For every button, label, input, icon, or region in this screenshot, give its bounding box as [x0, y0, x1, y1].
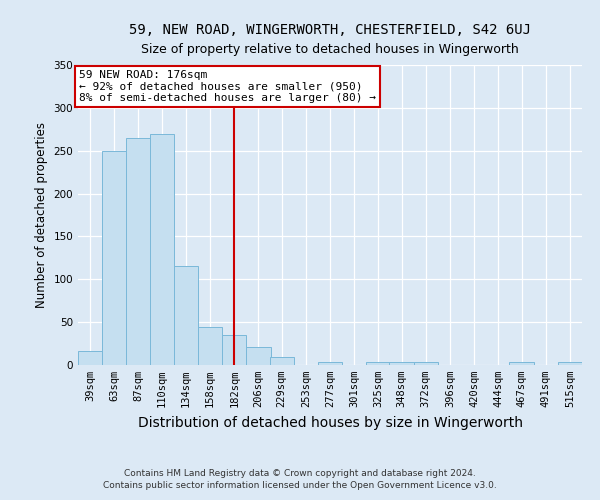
Bar	[269, 358, 294, 365]
Bar	[509, 362, 533, 365]
Y-axis label: Number of detached properties: Number of detached properties	[35, 122, 48, 308]
Bar	[389, 362, 413, 365]
Text: 59, NEW ROAD, WINGERWORTH, CHESTERFIELD, S42 6UJ: 59, NEW ROAD, WINGERWORTH, CHESTERFIELD,…	[129, 22, 531, 36]
X-axis label: Distribution of detached houses by size in Wingerworth: Distribution of detached houses by size …	[137, 416, 523, 430]
Text: Contains HM Land Registry data © Crown copyright and database right 2024.: Contains HM Land Registry data © Crown c…	[124, 468, 476, 477]
Bar	[198, 328, 222, 365]
Bar	[149, 134, 174, 365]
Bar	[318, 362, 342, 365]
Bar	[366, 362, 391, 365]
Text: Size of property relative to detached houses in Wingerworth: Size of property relative to detached ho…	[141, 42, 519, 56]
Bar	[127, 138, 151, 365]
Bar	[174, 266, 198, 365]
Text: Contains public sector information licensed under the Open Government Licence v3: Contains public sector information licen…	[103, 481, 497, 490]
Bar	[558, 362, 582, 365]
Bar	[413, 362, 438, 365]
Bar	[102, 150, 127, 365]
Bar	[222, 335, 247, 365]
Text: 59 NEW ROAD: 176sqm
← 92% of detached houses are smaller (950)
8% of semi-detach: 59 NEW ROAD: 176sqm ← 92% of detached ho…	[79, 70, 376, 103]
Bar	[247, 347, 271, 365]
Bar	[78, 352, 102, 365]
